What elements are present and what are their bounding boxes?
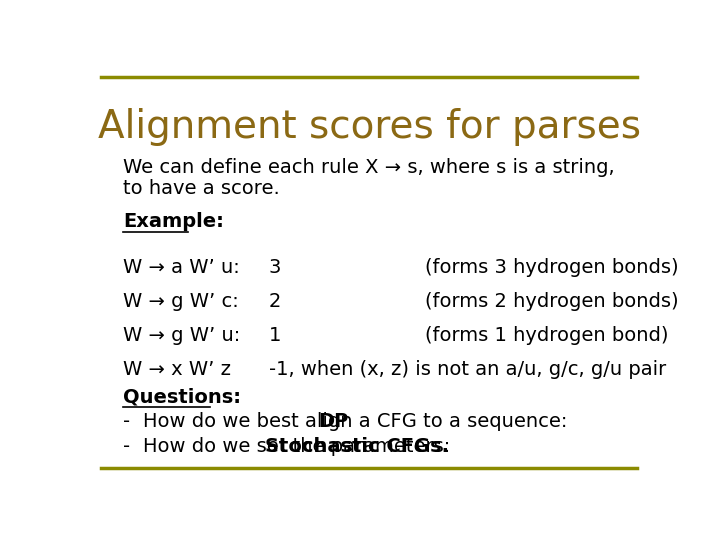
Text: -: - [124,412,130,431]
Text: Questions:: Questions: [124,387,241,406]
Text: 3: 3 [269,258,281,277]
Text: 2: 2 [269,292,281,311]
Text: How do we best align a CFG to a sequence:: How do we best align a CFG to a sequence… [143,412,580,431]
Text: 1: 1 [269,326,281,346]
Text: Alignment scores for parses: Alignment scores for parses [97,109,641,146]
Text: -: - [124,437,130,456]
Text: We can define each rule X → s, where s is a string,: We can define each rule X → s, where s i… [124,158,615,177]
Text: -1, when (x, z) is not an a/u, g/c, g/u pair: -1, when (x, z) is not an a/u, g/c, g/u … [269,360,666,380]
Text: W → g W’ c:: W → g W’ c: [124,292,239,311]
Text: (forms 2 hydrogen bonds): (forms 2 hydrogen bonds) [425,292,678,311]
Text: Stochastic CFGs.: Stochastic CFGs. [265,437,449,456]
Text: to have a score.: to have a score. [124,179,280,198]
Text: W → a W’ u:: W → a W’ u: [124,258,240,277]
Text: (forms 3 hydrogen bonds): (forms 3 hydrogen bonds) [425,258,678,277]
Text: W → g W’ u:: W → g W’ u: [124,326,240,346]
Text: DP: DP [318,412,348,431]
Text: W → x W’ z: W → x W’ z [124,360,232,380]
Text: How do we set the parameters:: How do we set the parameters: [143,437,456,456]
Text: (forms 1 hydrogen bond): (forms 1 hydrogen bond) [425,326,668,346]
Text: Example:: Example: [124,212,225,232]
